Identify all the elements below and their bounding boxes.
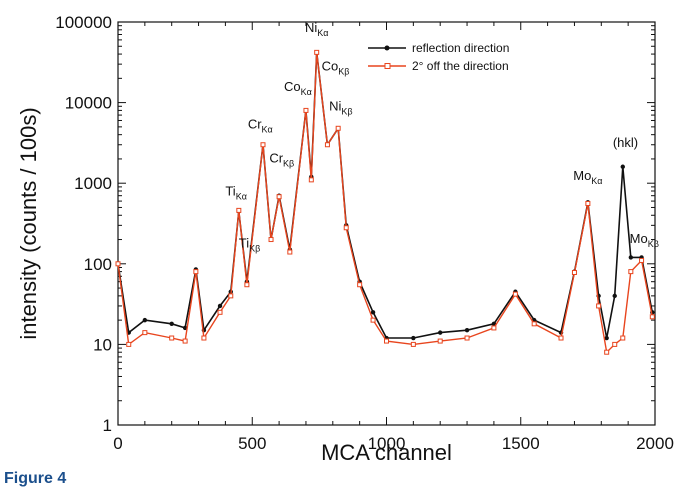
x-axis-title: MCA channel	[321, 440, 452, 465]
series-2-point	[596, 303, 602, 309]
y-tick-label: 1000	[74, 174, 112, 193]
series-2-point	[464, 335, 470, 341]
y-tick-label: 10000	[65, 94, 112, 113]
x-tick-label: 1000	[368, 434, 406, 453]
series-line-2	[117, 52, 653, 354]
legend-marker-1	[384, 45, 390, 51]
series-2-point	[384, 338, 389, 344]
series-1-point	[464, 328, 470, 333]
y-tick-label: 1	[103, 416, 112, 435]
x-tick-label: 1500	[502, 434, 540, 453]
series-2-point	[287, 249, 293, 255]
series-2-point	[169, 335, 175, 341]
series-2-point	[639, 257, 645, 263]
series-2-point	[236, 207, 242, 213]
series-1-point	[620, 164, 625, 169]
series-2-point	[585, 200, 591, 206]
series-1-point	[411, 335, 416, 341]
series-2-point	[620, 335, 626, 341]
series-2-point	[244, 282, 250, 288]
series-2-point	[276, 194, 282, 200]
series-2-point	[531, 321, 537, 327]
series-1-point	[142, 317, 148, 323]
x-tick-label: 2000	[636, 434, 674, 453]
legend-label-1: reflection direction	[412, 41, 509, 55]
peak-label: TiKα	[225, 184, 247, 202]
legend-label-2: 2° off the direction	[412, 59, 509, 73]
y-tick-label: 100	[84, 255, 112, 274]
peak-label: MoKβ	[630, 231, 659, 249]
series-2-point	[558, 335, 564, 341]
peak-label: NiKβ	[329, 98, 352, 116]
series-2-point	[649, 314, 655, 320]
series-2-point	[571, 269, 577, 275]
series-2-point	[217, 309, 223, 315]
series-2-point	[604, 349, 610, 355]
series-2-point	[182, 338, 188, 344]
series-2-point	[142, 330, 148, 336]
series-2-point	[260, 142, 266, 148]
peak-label: (hkl)	[613, 135, 638, 150]
chart: 0 500 1000 1500 2000 1 10 100 1000 10000 100000 MCA…	[16, 13, 674, 465]
series-1-point	[370, 310, 376, 315]
series-2-point	[126, 341, 132, 347]
series-2-point	[491, 325, 497, 331]
figure-caption: Figure 4	[4, 470, 67, 487]
series-2-point	[628, 269, 634, 275]
series-2-point	[324, 142, 330, 148]
y-tick-label: 100000	[55, 13, 112, 32]
peak-label: TiKβ	[239, 235, 261, 253]
series-2-point	[612, 341, 618, 347]
peak-label: MoKα	[573, 168, 602, 186]
x-tick-label: 0	[113, 434, 122, 453]
series-1-point	[217, 303, 223, 309]
series-2-point	[193, 269, 199, 275]
series-2-point	[437, 338, 443, 344]
plot-frame	[117, 21, 656, 426]
series-1-point	[628, 255, 634, 260]
series-2-point	[268, 237, 274, 243]
legend-marker-2	[384, 63, 391, 69]
series-1-point	[612, 293, 617, 299]
peak-label: CrKβ	[269, 151, 294, 169]
series-1-point	[438, 330, 443, 335]
series-2-point	[308, 177, 314, 183]
peak-label: CoKβ	[322, 59, 350, 77]
series-2-point	[314, 49, 320, 55]
series-2-point	[115, 261, 121, 267]
series-2-point	[512, 291, 518, 297]
series-2-point	[357, 282, 363, 288]
series-2-point	[228, 293, 234, 299]
series-2-point	[201, 335, 207, 341]
peak-label: CoKα	[284, 79, 312, 97]
series-2-point	[410, 341, 416, 347]
series-2-point	[370, 317, 376, 323]
series-2-point	[303, 107, 309, 113]
peak-label: CrKα	[248, 116, 273, 134]
y-tick-label: 10	[93, 335, 112, 354]
series-1-point	[169, 321, 174, 327]
series-1-point	[604, 335, 609, 341]
x-tick-label: 500	[238, 434, 266, 453]
series-1-point	[182, 325, 188, 331]
peak-label: NiKα	[305, 20, 329, 38]
series-2-point	[335, 125, 341, 131]
series-2-point	[343, 225, 349, 231]
y-axis-title: intensity (counts / 100s)	[16, 107, 41, 339]
